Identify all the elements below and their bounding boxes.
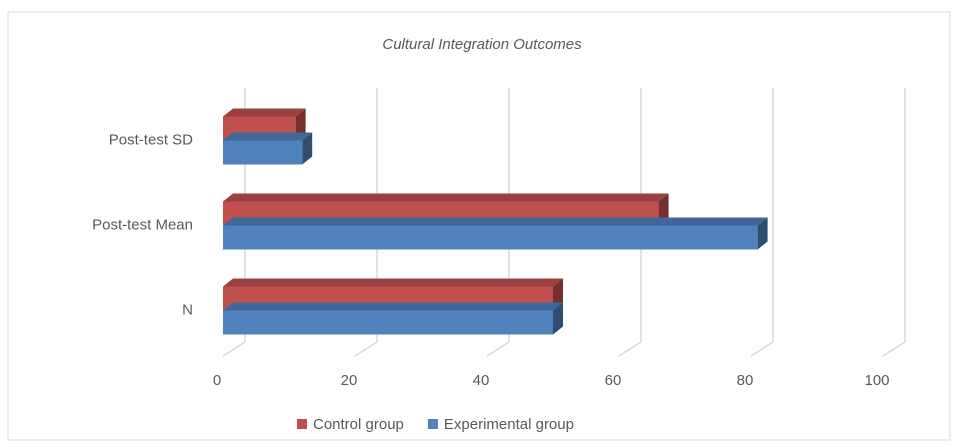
legend-swatch (427, 419, 438, 429)
bar-top (223, 108, 306, 117)
y-tick-label: N (182, 301, 193, 318)
bar-top (223, 217, 768, 226)
bar (223, 140, 303, 165)
floor-line (486, 341, 510, 357)
x-tick-label: 60 (605, 372, 622, 389)
floor-line (618, 341, 642, 357)
x-tick-label: 80 (737, 372, 754, 389)
bar-side (757, 217, 768, 250)
floor-line (750, 341, 774, 357)
floor-line (354, 341, 378, 357)
bar-top (223, 132, 313, 141)
x-tick-label: 40 (473, 372, 490, 389)
bar-top (223, 278, 563, 287)
x-tick-label: 20 (341, 372, 358, 389)
bar-top (223, 302, 563, 311)
bar (223, 310, 553, 335)
bar-top (223, 193, 669, 202)
floor-line (882, 341, 906, 357)
x-tick-label: 100 (864, 372, 889, 389)
legend-label: Experimental group (444, 416, 574, 433)
y-tick-label: Post-test Mean (92, 216, 193, 233)
y-tick-label: Post-test SD (109, 131, 193, 148)
legend-label: Control group (313, 416, 404, 433)
legend-swatch (297, 419, 307, 429)
bar (223, 225, 758, 250)
x-tick-label: 0 (213, 372, 221, 389)
floor-line (222, 341, 246, 357)
chart-title: Cultural Integration Outcomes (382, 36, 582, 53)
bar-side (553, 302, 563, 335)
bar-side (302, 132, 313, 165)
